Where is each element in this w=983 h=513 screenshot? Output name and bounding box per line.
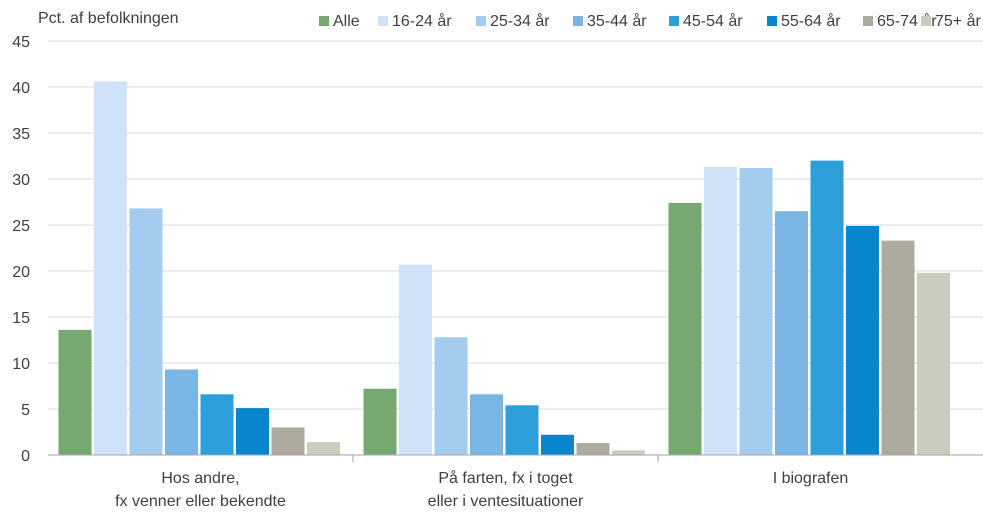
y-tick-label: 30 <box>12 172 30 189</box>
legend-label: 35-44 år <box>587 12 647 30</box>
y-tick-label: 20 <box>12 264 30 281</box>
y-tick-label: 10 <box>12 356 30 373</box>
gridlines <box>48 40 983 410</box>
y-axis-ticks: 0 5 10 15 20 25 30 35 40 45 <box>12 34 30 465</box>
y-tick-label: 40 <box>12 80 30 97</box>
legend-label: 55-64 år <box>781 12 841 30</box>
bar <box>236 408 269 455</box>
y-tick-label: 45 <box>12 34 30 51</box>
bar <box>881 240 915 455</box>
legend-swatch <box>921 16 931 26</box>
bar <box>129 208 163 455</box>
bar <box>917 272 950 455</box>
bars <box>58 81 950 456</box>
y-tick-label: 25 <box>12 218 30 235</box>
legend-swatch <box>319 16 329 26</box>
y-tick-label: 15 <box>12 310 30 327</box>
y-tick-label: 0 <box>21 448 30 465</box>
bar <box>810 160 844 455</box>
bar <box>307 442 340 455</box>
y-tick-label: 5 <box>21 402 30 419</box>
legend-swatch <box>669 16 679 26</box>
legend-label: 25-34 år <box>490 12 550 30</box>
legend-label: 75+ år <box>935 12 981 30</box>
x-category-label: På farten, fx i toget <box>438 469 573 487</box>
bar <box>470 394 503 455</box>
bar <box>434 337 468 455</box>
bar <box>200 394 234 455</box>
bar <box>271 427 305 455</box>
bar <box>612 450 645 455</box>
legend-label: Alle <box>333 13 360 30</box>
y-tick-label: 35 <box>12 126 30 143</box>
bar <box>165 369 198 455</box>
legend-swatch <box>476 16 486 26</box>
legend-swatch <box>767 16 777 26</box>
bar <box>739 167 773 455</box>
legend: Alle 16-24 år 25-34 år 35-44 år 45-54 år 55-6… <box>319 12 981 30</box>
x-axis <box>48 454 983 462</box>
bar <box>704 167 737 456</box>
bar <box>363 388 397 455</box>
bar <box>668 202 702 455</box>
legend-swatch <box>573 16 583 26</box>
legend-label: 16-24 år <box>392 12 452 30</box>
bar <box>576 443 610 455</box>
bar <box>505 405 539 455</box>
legend-swatch <box>863 16 873 26</box>
bar <box>58 329 92 455</box>
bar <box>846 225 879 455</box>
legend-label: 45-54 år <box>683 12 743 30</box>
bar <box>94 81 127 455</box>
legend-swatch <box>378 16 388 26</box>
y-axis-label: Pct. af befolkningen <box>38 10 179 27</box>
x-category-label: Hos andre, <box>161 470 239 487</box>
x-category-label: I biografen <box>773 470 849 487</box>
x-axis-categories: Hos andre, fx venner eller bekendte På far… <box>115 469 848 510</box>
x-category-label: fx venner eller bekendte <box>115 493 286 510</box>
x-category-label: eller i ventesituationer <box>428 493 584 510</box>
bar <box>775 211 808 455</box>
bar <box>399 264 432 455</box>
bar <box>541 434 574 455</box>
